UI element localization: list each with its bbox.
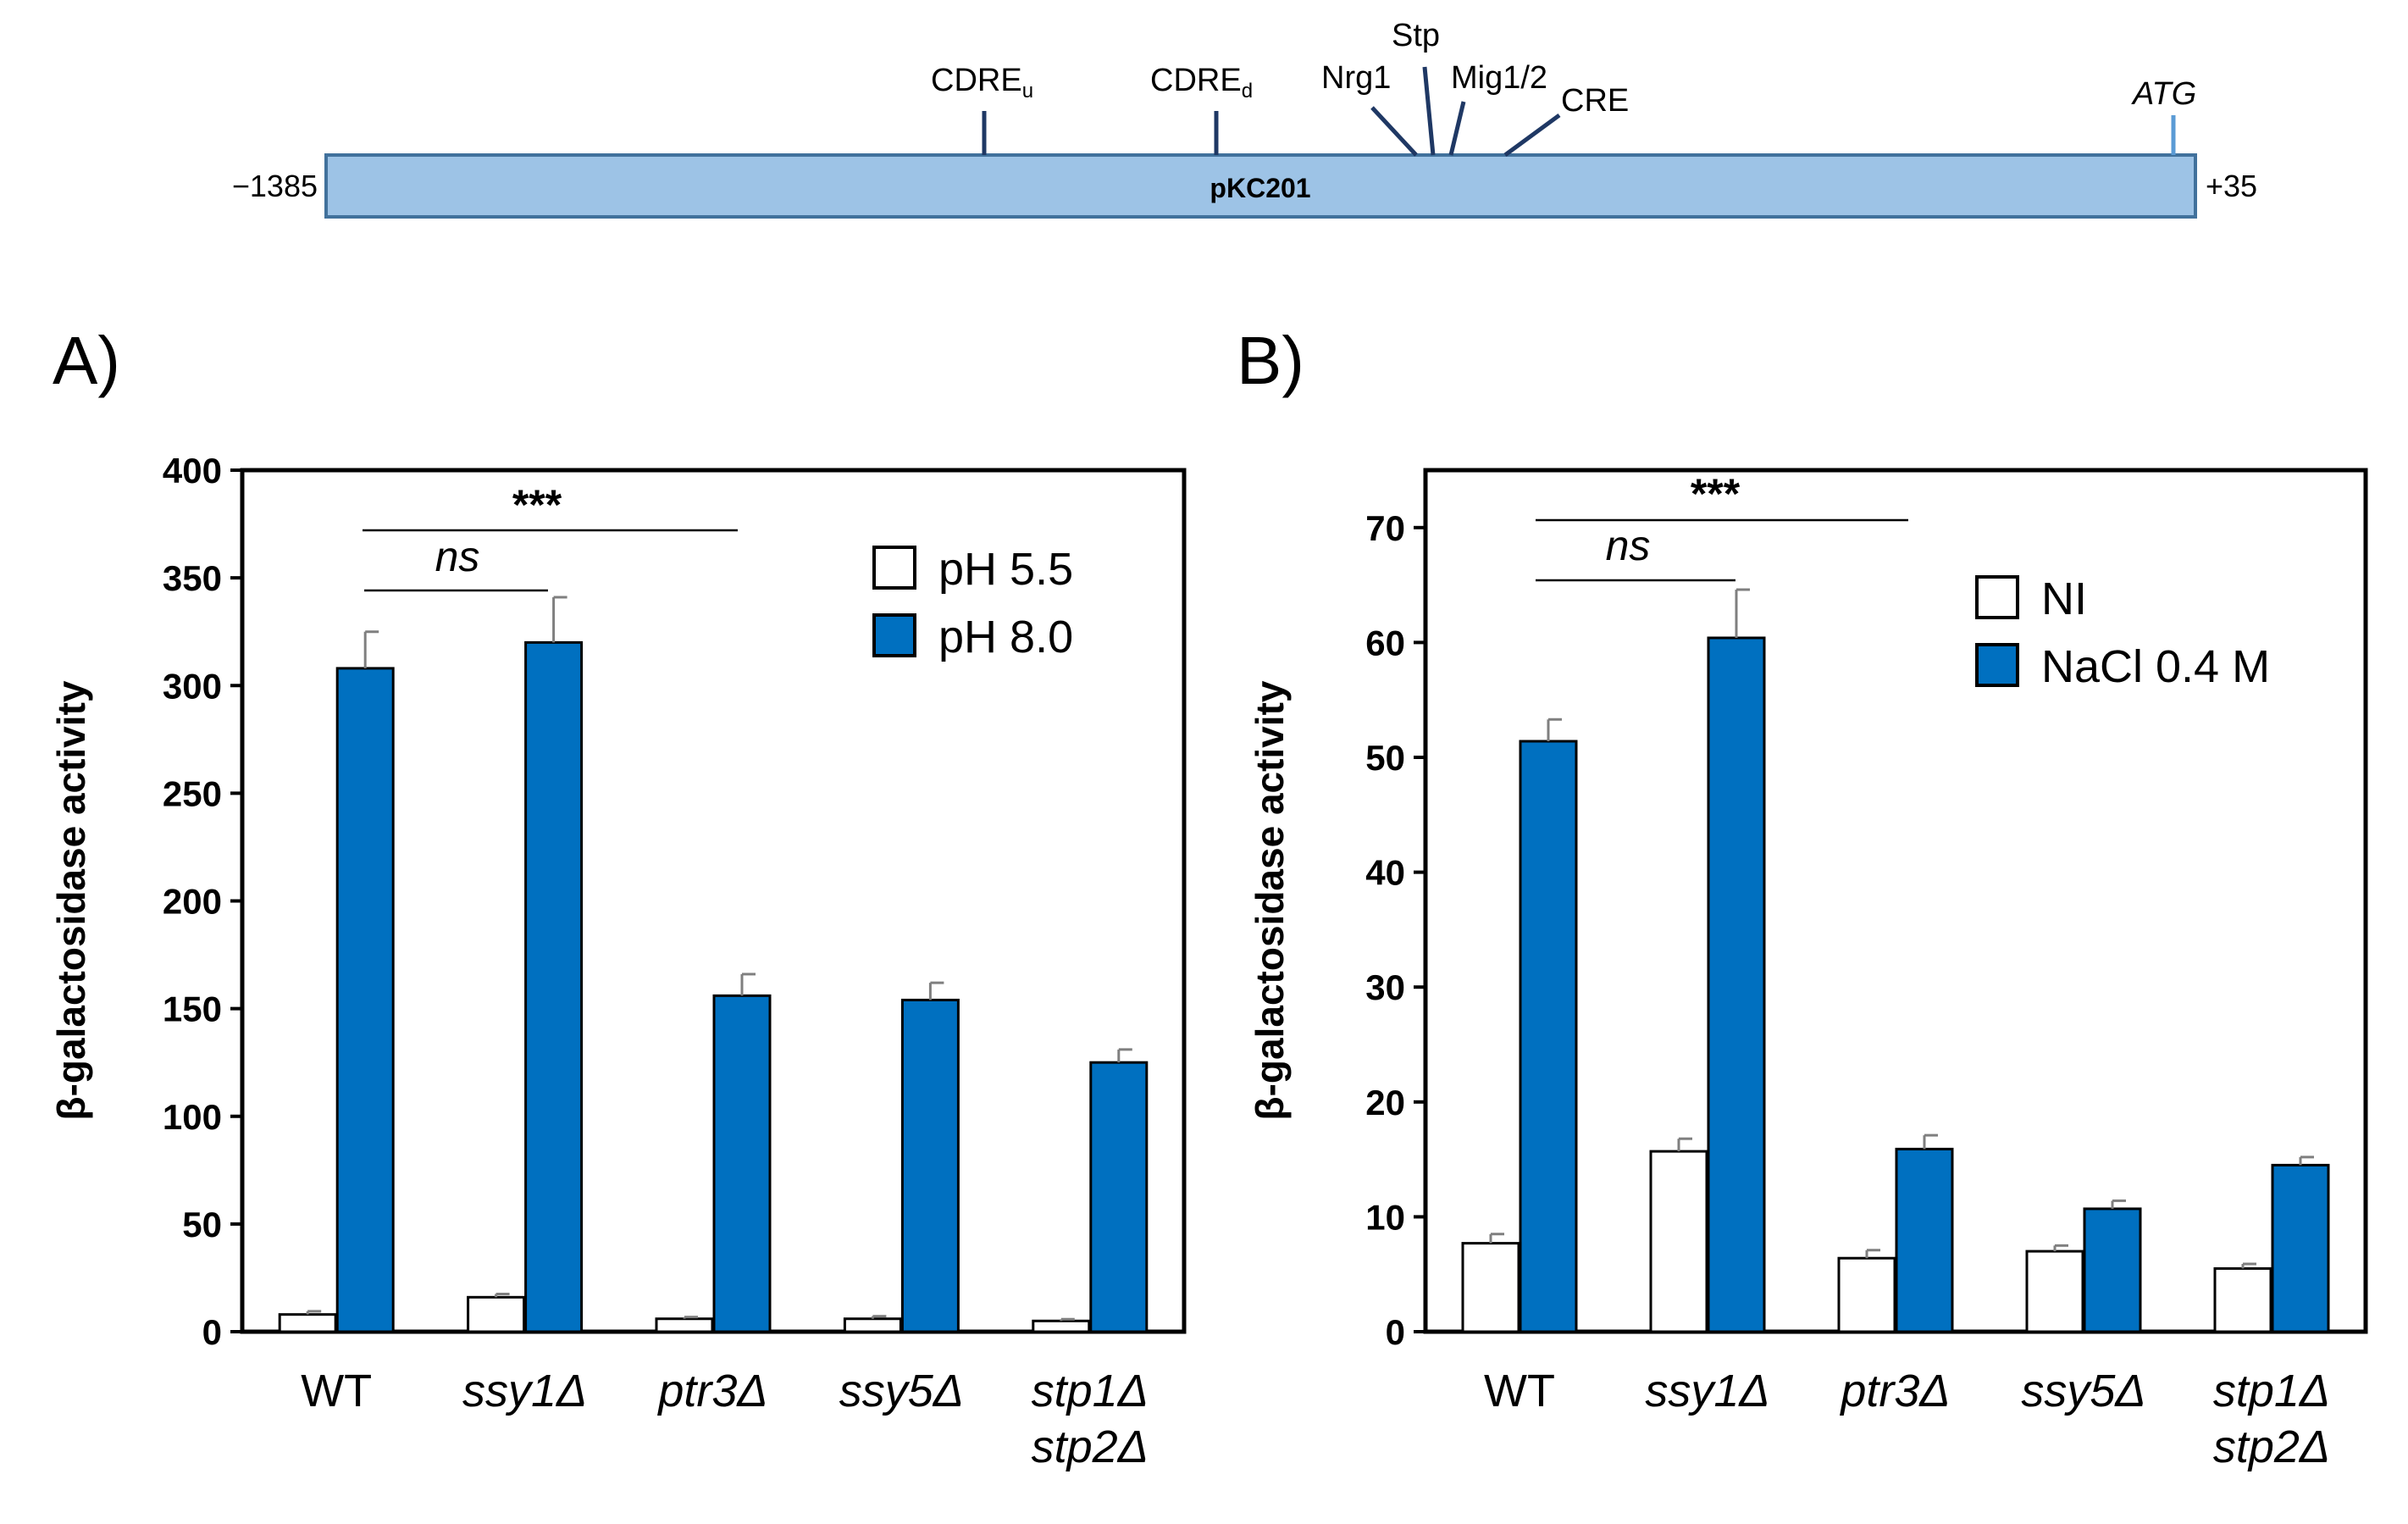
- bar: [1032, 1319, 1091, 1333]
- bar: [2271, 1163, 2330, 1333]
- significance-label: ns: [435, 533, 480, 580]
- bar: [843, 1317, 902, 1333]
- legend-label: pH 8.0: [938, 612, 1073, 662]
- promoter-bar: [324, 153, 2197, 219]
- y-tick-label: 400: [163, 451, 222, 490]
- legend-swatch: [1975, 643, 2019, 687]
- significance-label: ***: [512, 481, 562, 529]
- x-category-label: ptr3Δ: [1839, 1366, 1950, 1416]
- y-tick-label: 300: [163, 666, 222, 706]
- y-axis-label: β-galactosidase activity: [49, 680, 93, 1120]
- site-label-cre: CRE: [1561, 83, 1629, 119]
- significance-label: ***: [1691, 470, 1741, 518]
- bar: [467, 1295, 526, 1333]
- site-label-nrg1: Nrg1: [1321, 60, 1391, 96]
- x-category-label: ssy1Δ: [462, 1366, 587, 1416]
- bar: [2083, 1207, 2142, 1333]
- site-tick-nrg1: [1370, 106, 1418, 157]
- bar: [712, 994, 772, 1333]
- legend-swatch: [872, 613, 916, 657]
- bar: [2213, 1266, 2272, 1333]
- x-category-label: ssy1Δ: [1645, 1366, 1769, 1416]
- x-category-label: WT: [1484, 1366, 1555, 1416]
- bar: [335, 667, 395, 1333]
- x-category-label: WT: [301, 1366, 372, 1416]
- site-label-cdre-u: CDREu: [931, 63, 1033, 103]
- bar: [1837, 1256, 1896, 1333]
- promoter-construct-label: pKC201: [1210, 173, 1310, 203]
- x-category-label: ssy5Δ: [839, 1366, 964, 1416]
- chart-panel-b: 0 10 20 30 40 50 60 70 β-galactosidase activity W…: [1248, 468, 2368, 1472]
- y-tick-label: 30: [1365, 967, 1405, 1007]
- y-tick-label: 0: [202, 1312, 222, 1352]
- bar: [1461, 1242, 1520, 1333]
- x-category-label: ssy5Δ: [2021, 1366, 2145, 1416]
- significance-label: ns: [1606, 522, 1651, 569]
- legend-label: NaCl 0.4 M: [2041, 641, 2270, 692]
- bar: [1519, 740, 1578, 1333]
- x-category-label-line2: stp2Δ: [2213, 1421, 2330, 1472]
- promoter-diagram: pKC201 −1385 +35 CDREu CDREd Nrg1 Stp Mi…: [232, 18, 2257, 219]
- bar: [900, 998, 960, 1333]
- bar: [655, 1317, 714, 1333]
- bar: [1649, 1150, 1708, 1333]
- y-tick-label: 250: [163, 773, 222, 813]
- y-tick-label: 60: [1365, 623, 1405, 662]
- legend-swatch: [1975, 575, 2019, 619]
- bar: [1707, 636, 1766, 1333]
- bar: [1895, 1147, 1954, 1333]
- bar: [1089, 1061, 1149, 1333]
- site-tick-cre: [1503, 113, 1561, 158]
- y-tick-label: 40: [1365, 853, 1405, 893]
- y-axis-label: β-galactosidase activity: [1248, 680, 1292, 1120]
- panel-label-a: A): [53, 323, 120, 398]
- legend-label: pH 5.5: [938, 544, 1073, 595]
- y-tick-label: 50: [182, 1205, 222, 1244]
- y-tick-label: 0: [1386, 1312, 1405, 1352]
- x-category-label: stp1Δ: [1032, 1366, 1149, 1416]
- bar: [278, 1313, 337, 1333]
- site-tick-mig1-2: [1448, 101, 1466, 156]
- bar: [524, 640, 584, 1333]
- panel-label-b: B): [1237, 323, 1304, 398]
- x-category-label: ptr3Δ: [656, 1366, 767, 1416]
- legend-swatch: [872, 546, 916, 590]
- site-label-mig1-2: Mig1/2: [1451, 60, 1547, 96]
- site-tick-stp: [1422, 66, 1436, 156]
- site-label-atg: ATG: [2131, 76, 2196, 112]
- x-category-label-line2: stp2Δ: [1032, 1421, 1149, 1472]
- promoter-left-coordinate: −1385: [232, 169, 318, 203]
- y-tick-label: 100: [163, 1097, 222, 1137]
- x-category-label: stp1Δ: [2213, 1366, 2330, 1416]
- y-tick-label: 10: [1365, 1197, 1405, 1237]
- legend-label: NI: [2041, 574, 2087, 624]
- y-tick-label: 200: [163, 882, 222, 922]
- y-tick-label: 70: [1365, 508, 1405, 548]
- bar: [2025, 1250, 2084, 1333]
- y-tick-label: 50: [1365, 738, 1405, 778]
- promoter-right-coordinate: +35: [2206, 169, 2257, 203]
- y-tick-label: 350: [163, 558, 222, 598]
- y-tick-label: 150: [163, 989, 222, 1029]
- chart-panel-a: 0 50 100 150 200 250 300 350 400 β-galactosidase …: [49, 451, 1187, 1472]
- site-label-cdre-d: CDREd: [1150, 63, 1253, 103]
- site-label-stp: Stp: [1392, 18, 1440, 53]
- y-tick-label: 20: [1365, 1083, 1405, 1122]
